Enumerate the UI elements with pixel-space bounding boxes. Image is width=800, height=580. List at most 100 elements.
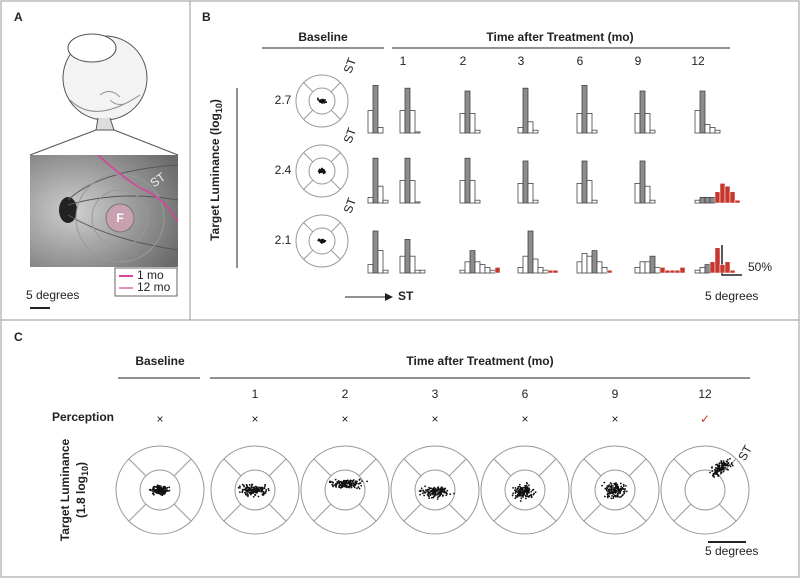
fixation-point — [421, 492, 424, 495]
histogram-bar — [399, 110, 406, 134]
histogram-bar-red — [719, 183, 726, 204]
fixation-point — [618, 488, 621, 491]
fixation-point — [247, 493, 249, 496]
fixation-point — [531, 489, 534, 492]
label: Time after Treatment (mo) — [486, 30, 633, 44]
fixation-point — [343, 479, 345, 482]
fixation-point — [160, 493, 162, 496]
fixation-point — [318, 239, 321, 242]
fixation-point — [359, 482, 362, 484]
fixation-point — [429, 493, 432, 496]
histogram-bar-red — [552, 269, 559, 274]
fixation-point — [525, 484, 528, 487]
fixation-point — [260, 486, 263, 489]
fixation-point — [350, 484, 353, 487]
target-ring — [300, 445, 390, 535]
fixation-point — [606, 485, 609, 487]
histogram-bar-red — [674, 269, 681, 274]
fixation-point — [614, 492, 617, 494]
fixation-point — [611, 492, 614, 495]
target-ring — [295, 74, 349, 128]
label: Baseline — [298, 30, 348, 44]
target-spoke — [448, 503, 467, 522]
fixation-point — [423, 494, 426, 497]
fixation-point — [436, 498, 439, 500]
histogram-bar — [644, 113, 651, 134]
histogram-bar — [532, 199, 539, 204]
fixation-point — [534, 491, 537, 494]
target-spoke — [303, 249, 314, 260]
fixation-point — [528, 491, 530, 494]
histogram-bar-red — [494, 267, 501, 274]
fixation-point — [354, 484, 357, 487]
fixation-point — [437, 489, 439, 491]
fixation-point — [727, 462, 730, 464]
fixation-point — [352, 482, 355, 485]
histogram-bar — [709, 127, 716, 134]
fixation-point — [260, 490, 263, 493]
target-spoke — [358, 458, 377, 477]
fixation-point — [731, 464, 734, 467]
target-ring — [115, 445, 205, 535]
histogram-bar — [474, 199, 481, 204]
fixation-point — [519, 500, 522, 502]
fixation-point — [321, 100, 324, 103]
histogram-bar-red — [729, 269, 736, 274]
fixation-point — [342, 481, 345, 484]
fixation-point — [607, 485, 610, 488]
decoration — [721, 245, 742, 276]
fixation-point — [721, 467, 723, 470]
histogram-bar — [484, 266, 491, 274]
fixation-point — [320, 240, 323, 243]
histogram-bar-red — [729, 191, 736, 204]
fixation-point — [623, 492, 626, 495]
fixation-point — [355, 480, 358, 483]
fixation-point — [341, 483, 344, 486]
fixation-point — [515, 496, 518, 498]
histogram-bar — [649, 199, 656, 204]
fixation-point — [331, 480, 333, 483]
histogram-bar — [634, 266, 641, 274]
histogram-bar — [634, 113, 641, 134]
fixation-point — [325, 101, 328, 104]
histogram-bar — [581, 85, 588, 134]
fixation-point — [611, 487, 613, 489]
fixation-point — [709, 471, 711, 474]
fixation-point — [163, 493, 165, 496]
fixation-point — [323, 169, 325, 172]
fixation-point — [341, 486, 344, 489]
fixation-point — [517, 490, 520, 493]
histogram-bar — [576, 261, 583, 274]
eye-drawing — [29, 33, 179, 156]
target-spoke — [718, 503, 737, 522]
histogram-bar — [474, 129, 481, 134]
histogram-bar — [419, 269, 426, 274]
fixation-point — [260, 488, 262, 491]
fixation-point — [432, 496, 435, 499]
fixation-point — [166, 486, 169, 489]
fixation-point — [254, 488, 257, 491]
histogram-bar — [576, 182, 583, 204]
fixation-point — [155, 489, 158, 492]
fixation-point — [250, 488, 253, 491]
label: ) — [208, 99, 222, 103]
fixation-point — [168, 489, 171, 492]
target-ring — [570, 445, 660, 535]
fixation-point — [323, 101, 326, 104]
histogram-bar — [532, 129, 539, 134]
histogram-bar — [699, 266, 706, 274]
fixation-point — [252, 486, 255, 489]
month-label: 1 — [400, 54, 407, 68]
fixation-point — [251, 491, 254, 494]
fixation-point — [262, 492, 265, 495]
fixation-point — [264, 485, 266, 487]
fixation-point — [429, 491, 431, 494]
histogram-bar-red — [664, 269, 671, 274]
fixation-point — [625, 490, 628, 493]
month-label: 12 — [698, 387, 712, 401]
fixation-point — [614, 486, 616, 489]
fixation-point — [163, 485, 165, 488]
fixation-point — [321, 98, 324, 101]
fixation-point — [518, 489, 521, 492]
